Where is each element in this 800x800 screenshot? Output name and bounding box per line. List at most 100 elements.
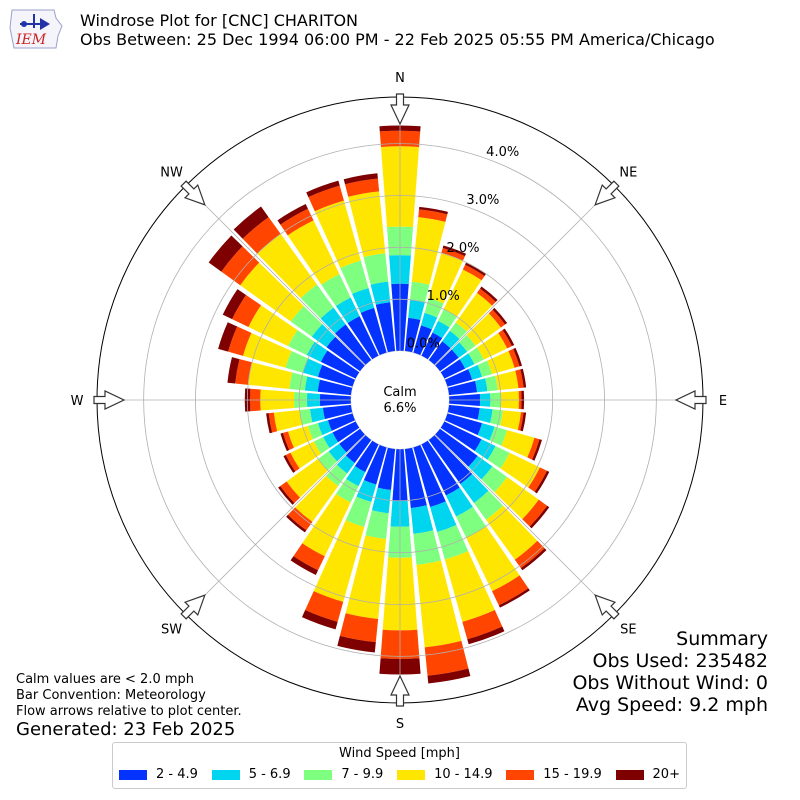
bar-170deg-bin-3: [413, 530, 441, 565]
bar-160deg-bin-4: [444, 550, 495, 622]
bar-210deg-bin-1: [354, 440, 379, 473]
bar-50deg-bin-2: [451, 342, 468, 358]
bar-190deg-bin-2: [371, 487, 392, 514]
bar-120deg-bin-5: [528, 467, 547, 492]
bar-250deg-bin-5: [282, 431, 294, 451]
direction-label-SW: SW: [161, 622, 182, 637]
direction-label-S: S: [396, 717, 404, 732]
chart-subtitle: Obs Between: 25 Dec 1994 06:00 PM - 22 F…: [80, 30, 715, 49]
bar-230deg-bin-1: [339, 428, 365, 453]
bar-320deg-bin-5: [242, 217, 281, 254]
bar-300deg-bin-4: [248, 305, 298, 347]
bar-240deg-bin-4: [290, 441, 321, 469]
bar-260deg-bin-1: [322, 404, 353, 420]
bar-70deg-bin-1: [444, 369, 473, 387]
bar-200deg-bin-1: [363, 444, 387, 485]
legend: Wind Speed [mph] 2 - 4.9 5 - 6.9 7 - 9.9 10…: [112, 742, 687, 789]
bar-130deg-bin-2: [468, 455, 493, 480]
bar-100deg-bin-1: [447, 404, 480, 420]
bar-40deg-bin-1: [428, 341, 451, 365]
flow-arrow-SE: [594, 594, 620, 620]
bar-20deg-bin-2: [420, 312, 438, 330]
legend-swatch-5: [506, 769, 535, 780]
bar-350deg-bin-3: [363, 253, 389, 285]
bar-160deg-bin-3: [437, 524, 469, 560]
legend-swatch-2: [211, 769, 240, 780]
direction-label-SE: SE: [620, 622, 636, 637]
legend-label-1: 2 - 4.9: [156, 767, 198, 782]
bar-220deg-bin-6: [286, 514, 307, 533]
bar-170deg-bin-2: [410, 505, 434, 534]
bar-200deg-bin-3: [345, 496, 372, 528]
bar-80deg-bin-2: [475, 378, 488, 393]
bar-100deg-bin-2: [477, 407, 493, 423]
radial-tick-label-3: 3.0%: [466, 193, 499, 208]
bar-260deg-bin-3: [299, 408, 313, 425]
bar-10deg-bin-3: [410, 281, 430, 303]
bar-190deg-bin-6: [337, 635, 376, 653]
bar-230deg-bin-5: [280, 481, 301, 504]
bar-130deg-bin-3: [481, 466, 508, 493]
bar-140deg-bin-1: [428, 435, 473, 484]
bar-10deg-bin-1: [404, 317, 421, 353]
obs-used: Obs Used: 235482: [592, 650, 768, 672]
bar-110deg-bin-6: [532, 439, 542, 461]
legend-item-1: 2 - 4.9: [119, 767, 198, 782]
flow-arrow-S: [390, 674, 410, 707]
bar-150deg-bin-3: [456, 506, 487, 538]
bar-350deg-bin-1: [375, 302, 396, 353]
bar-10deg-bin-6: [419, 206, 448, 215]
direction-label-N: N: [395, 71, 405, 86]
bar-40deg-bin-3: [449, 322, 467, 339]
bar-80deg-bin-5: [515, 369, 524, 389]
legend-swatch-6: [615, 769, 644, 780]
bar-290deg-bin-4: [243, 332, 292, 368]
bar-10deg-bin-5: [418, 209, 448, 222]
bar-350deg-bin-6: [343, 173, 378, 185]
bar-110deg-bin-3: [489, 426, 508, 446]
bar-200deg-bin-6: [301, 610, 338, 630]
bar-300deg-bin-1: [320, 350, 360, 379]
bar-250deg-bin-1: [327, 413, 356, 431]
bar-120deg-bin-3: [487, 445, 510, 469]
bar-340deg-bin-2: [352, 287, 375, 313]
bar-280deg-bin-6: [227, 357, 240, 384]
avg-speed: Avg Speed: 9.2 mph: [575, 694, 768, 716]
chart-title: Windrose Plot for [CNC] CHARITON: [80, 11, 359, 30]
bar-100deg-bin-5: [517, 412, 524, 431]
bar-260deg-bin-6: [266, 413, 273, 434]
calm-circle: [351, 351, 449, 449]
bar-30deg-bin-6: [465, 262, 487, 277]
bar-340deg-bin-3: [340, 260, 369, 294]
bar-110deg-bin-2: [477, 423, 495, 441]
bar-120deg-bin-1: [440, 421, 482, 451]
bar-210deg-bin-2: [346, 466, 366, 487]
bar-210deg-bin-6: [290, 556, 319, 575]
arrows-layer: [93, 93, 707, 707]
bar-130deg-bin-5: [522, 499, 548, 527]
bar-310deg-bin-5: [221, 246, 260, 286]
bar-80deg-bin-4: [495, 370, 519, 391]
calm-value: 6.6%: [383, 401, 416, 416]
bar-240deg-bin-2: [323, 432, 339, 449]
calm-label: Calm: [383, 385, 416, 400]
bar-320deg-bin-6: [233, 206, 269, 239]
bar-70deg-bin-5: [508, 348, 520, 368]
bar-280deg-bin-1: [317, 379, 353, 396]
bar-320deg-bin-3: [300, 284, 334, 319]
grid-spoke-135: [434, 434, 615, 615]
summary-heading: Summary: [676, 628, 768, 650]
bar-340deg-bin-5: [308, 185, 344, 212]
obs-without-wind: Obs Without Wind: 0: [572, 672, 768, 694]
bar-60deg-bin-2: [459, 353, 475, 369]
bar-240deg-bin-6: [283, 454, 296, 473]
bar-250deg-bin-3: [307, 423, 323, 440]
bar-30deg-bin-5: [462, 264, 485, 281]
legend-swatch-3: [304, 769, 333, 780]
legend-item-3: 7 - 9.9: [304, 767, 383, 782]
calm-note: Calm values are < 2.0 mph: [16, 672, 195, 687]
direction-label-NE: NE: [619, 166, 637, 181]
bar-280deg-bin-3: [289, 372, 308, 391]
bar-170deg-bin-1: [404, 447, 427, 509]
bar-290deg-bin-6: [218, 322, 238, 352]
